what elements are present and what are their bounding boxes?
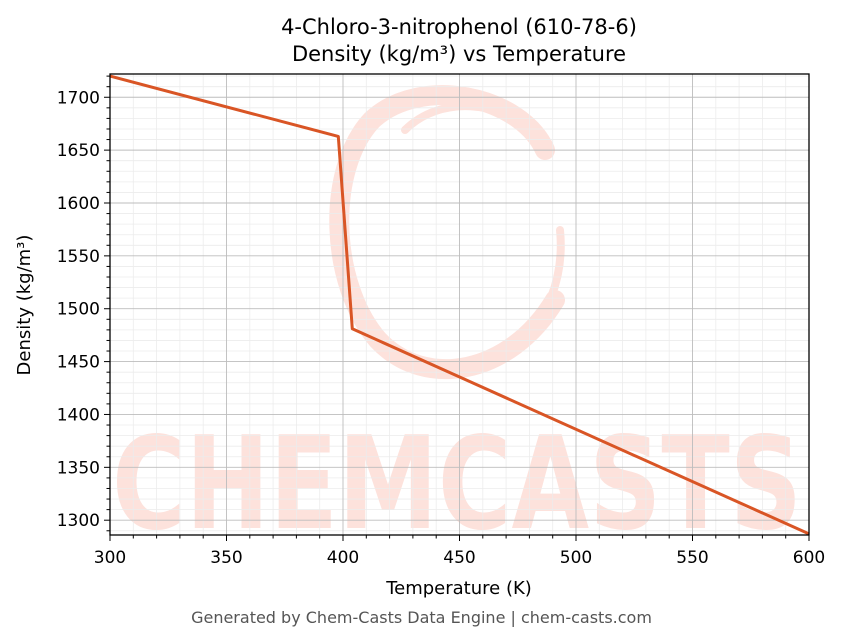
y-axis-ticks: 1300 1350 1400 1450 1500 1550 1600 1650 1700 — [57, 75, 110, 532]
chemcasts-watermark: CHEMCASTS — [112, 85, 802, 559]
footer-credit: Generated by Chem-Casts Data Engine | ch… — [191, 608, 652, 627]
y-axis-label: Density (kg/m³) — [14, 235, 35, 376]
y-tick-label: 1450 — [57, 353, 100, 373]
x-tick-label: 600 — [793, 548, 825, 568]
x-axis-ticks: 300 350 400 450 500 550 600 — [94, 535, 825, 568]
x-tick-label: 550 — [676, 548, 708, 568]
watermark-swirl-logo — [329, 85, 565, 380]
y-tick-label: 1350 — [57, 458, 100, 478]
chart-title-line2: Density (kg/m³) vs Temperature — [292, 42, 626, 66]
y-tick-label: 1700 — [57, 88, 100, 108]
y-tick-label: 1600 — [57, 194, 100, 214]
y-tick-label: 1300 — [57, 511, 100, 531]
y-tick-label: 1650 — [57, 141, 100, 161]
y-tick-label: 1500 — [57, 300, 100, 320]
y-tick-label: 1400 — [57, 405, 100, 425]
chart-title-line1: 4-Chloro-3-nitrophenol (610-78-6) — [281, 15, 637, 39]
watermark-text: CHEMCASTS — [112, 410, 802, 559]
density-series-line — [109, 74, 810, 536]
x-tick-label: 450 — [443, 548, 475, 568]
x-axis-label: Temperature (K) — [385, 578, 532, 599]
y-tick-label: 1550 — [57, 247, 100, 267]
x-tick-label: 400 — [327, 548, 359, 568]
x-tick-label: 350 — [210, 548, 242, 568]
x-tick-label: 300 — [94, 548, 126, 568]
x-tick-label: 500 — [560, 548, 592, 568]
